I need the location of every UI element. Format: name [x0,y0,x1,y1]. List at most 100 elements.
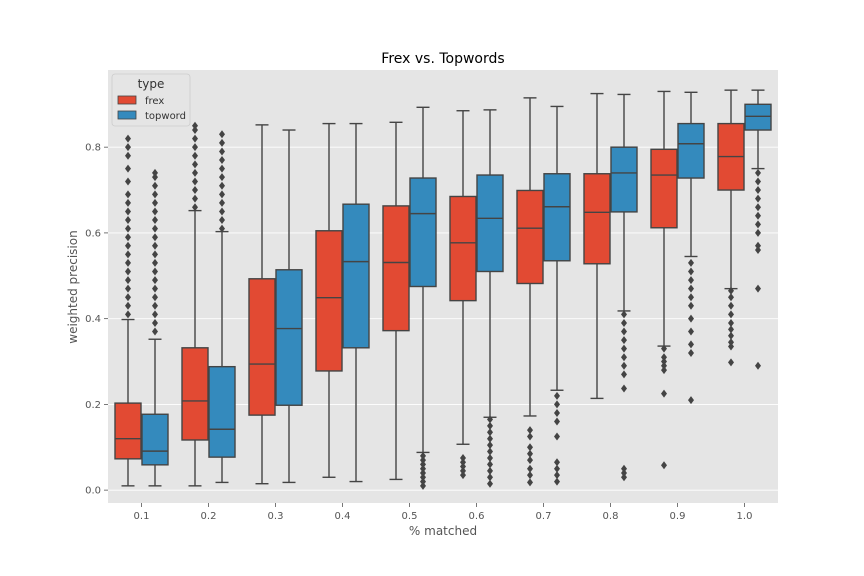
outlier-point [219,164,225,173]
outlier-point [621,473,627,482]
outlier-point [487,428,493,437]
outlier-point [192,168,198,177]
outlier-point [152,168,158,177]
outlier-point [728,310,734,319]
box-group [583,92,611,400]
outlier-point [152,207,158,216]
outlier-point [661,344,667,353]
y-axis-ticks: 0.0 0.2 0.4 0.6 0.8 [85,143,108,497]
y-tick-label: 0.8 [85,143,101,154]
y-axis-label: weighted precision [66,230,80,343]
legend-title: type [138,77,165,91]
outlier-point [621,310,627,319]
outlier-point [661,357,667,366]
box-group [717,89,745,367]
outlier-point [219,198,225,207]
outlier-point [152,276,158,285]
outlier-point [125,190,131,199]
box-iqr [114,402,142,460]
outlier-point [755,361,761,370]
outlier-point [688,267,694,276]
box-group [744,89,772,370]
outlier-point [192,134,198,143]
outlier-point [192,151,198,160]
outlier-point [125,250,131,259]
box-group [650,90,678,470]
outlier-point [527,471,533,480]
outlier-point [125,198,131,207]
outlier-point [420,481,426,490]
outlier-point [125,224,131,233]
outlier-point [688,340,694,349]
outlier-point [527,426,533,435]
outlier-point [755,186,761,195]
box-group [610,93,638,482]
outlier-point [420,451,426,460]
outlier-point [125,267,131,276]
outlier-point [420,460,426,469]
outlier-point [487,479,493,488]
outlier-point [688,258,694,267]
outlier-point [125,310,131,319]
box-group [516,97,544,487]
outlier-point [152,327,158,336]
outlier-point [728,318,734,327]
box-group [181,121,209,487]
legend-label-topword: topword [145,111,186,122]
outlier-point [152,250,158,259]
outlier-point [728,293,734,302]
outlier-point [125,143,131,152]
x-tick-label: 0.9 [670,511,686,522]
box-iqr [315,230,343,372]
box-iqr [543,173,571,262]
outlier-point [487,473,493,482]
outlier-point [152,173,158,182]
outlier-point [728,286,734,295]
outlier-point [554,464,560,473]
x-tick-label: 1.0 [737,511,753,522]
outlier-point [487,460,493,469]
outlier-point [125,301,131,310]
box-iqr [181,347,209,441]
outlier-point [152,198,158,207]
box-group [449,110,477,480]
outlier-point [728,325,734,334]
box-iqr [583,173,611,265]
outlier-point [152,284,158,293]
x-tick-label: 0.6 [469,511,485,522]
x-tick-label: 0.1 [134,511,150,522]
outlier-point [621,361,627,370]
x-tick-label: 0.3 [268,511,284,522]
outlier-point [688,301,694,310]
outlier-point [661,389,667,398]
outlier-point [460,453,466,462]
outlier-point [487,421,493,430]
outlier-point [125,216,131,225]
outlier-point [755,241,761,250]
y-tick-label: 0.0 [85,486,101,497]
x-axis-ticks: 0.1 0.2 0.3 0.4 0.5 0.6 0.7 0.8 0.9 1.0 [134,503,753,522]
outlier-point [554,400,560,409]
outlier-point [621,353,627,362]
outlier-point [688,314,694,323]
box-marks [114,89,772,490]
box-iqr [208,365,236,458]
box-iqr [275,269,303,406]
outlier-point [487,453,493,462]
y-tick-label: 0.4 [85,314,101,325]
box-group [315,122,343,478]
box-group [382,121,410,481]
outlier-point [487,434,493,443]
outlier-point [192,203,198,212]
outlier-point [621,468,627,477]
outlier-point [219,216,225,225]
outlier-point [755,228,761,237]
outlier-point [152,233,158,242]
x-tick-label: 0.8 [603,511,619,522]
outlier-point [554,417,560,426]
box-iqr [342,203,370,349]
outlier-point [152,310,158,319]
outlier-point [621,370,627,379]
outlier-point [152,301,158,310]
outlier-point [192,126,198,135]
